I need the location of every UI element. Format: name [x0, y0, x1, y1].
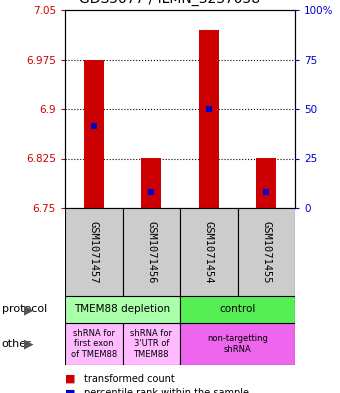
Bar [122, 323, 180, 365]
Text: protocol: protocol [2, 305, 47, 314]
Text: GSM1071454: GSM1071454 [204, 221, 214, 283]
Text: other: other [2, 339, 31, 349]
Text: non-targetting
shRNA: non-targetting shRNA [207, 334, 268, 354]
Bar [180, 323, 295, 365]
Text: ■: ■ [65, 388, 75, 393]
Bar [65, 296, 180, 323]
Text: ▶: ▶ [24, 338, 34, 351]
Bar [238, 208, 295, 296]
Text: ■: ■ [65, 374, 75, 384]
Bar [180, 296, 295, 323]
Text: GSM1071457: GSM1071457 [89, 221, 99, 283]
Text: shRNA for
3'UTR of
TMEM88: shRNA for 3'UTR of TMEM88 [130, 329, 172, 359]
Text: shRNA for
first exon
of TMEM88: shRNA for first exon of TMEM88 [71, 329, 117, 359]
Text: ▶: ▶ [24, 303, 34, 316]
Bar [199, 30, 219, 208]
Bar [84, 59, 104, 208]
Text: TMEM88 depletion: TMEM88 depletion [74, 305, 171, 314]
Bar [122, 208, 180, 296]
Bar [180, 208, 238, 296]
Text: control: control [219, 305, 256, 314]
Text: GSM1071456: GSM1071456 [146, 221, 156, 283]
Text: percentile rank within the sample: percentile rank within the sample [84, 388, 249, 393]
Text: GSM1071455: GSM1071455 [261, 221, 271, 283]
Bar [141, 158, 161, 208]
Bar [65, 323, 122, 365]
Text: GDS5077 / ILMN_3237058: GDS5077 / ILMN_3237058 [80, 0, 260, 6]
Bar [256, 158, 276, 208]
Text: transformed count: transformed count [84, 374, 174, 384]
Bar [65, 208, 122, 296]
